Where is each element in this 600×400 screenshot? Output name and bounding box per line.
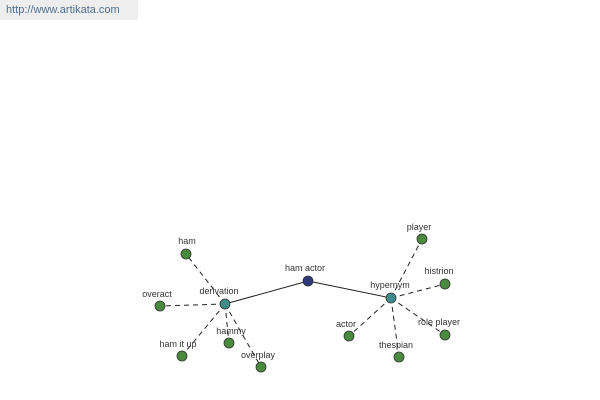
- node[interactable]: [255, 361, 267, 373]
- node-label[interactable]: ham it up: [159, 339, 196, 349]
- node[interactable]: [343, 330, 355, 342]
- edge: [307, 280, 392, 299]
- dashed-edge: [159, 303, 226, 307]
- node-label[interactable]: role player: [418, 317, 460, 327]
- node[interactable]: [439, 329, 451, 341]
- banner[interactable]: http://www.artikata.com: [0, 0, 138, 20]
- dashed-edge: [181, 303, 226, 357]
- node[interactable]: [180, 248, 192, 260]
- node-label[interactable]: player: [407, 222, 432, 232]
- node[interactable]: [219, 298, 231, 310]
- node-label[interactable]: histrion: [424, 266, 453, 276]
- node-label[interactable]: ham: [178, 236, 196, 246]
- dashed-edge: [185, 253, 226, 305]
- node[interactable]: [302, 275, 314, 287]
- dashed-edge: [224, 303, 230, 344]
- dashed-edge: [348, 297, 392, 337]
- node-label[interactable]: hammy: [216, 326, 246, 336]
- dashed-edge: [390, 283, 446, 299]
- node[interactable]: [416, 233, 428, 245]
- node[interactable]: [176, 350, 188, 362]
- node[interactable]: [385, 292, 397, 304]
- dashed-edge: [390, 297, 400, 358]
- node[interactable]: [154, 300, 166, 312]
- node-label[interactable]: thespian: [379, 340, 413, 350]
- site-url[interactable]: http://www.artikata.com: [6, 4, 120, 16]
- node-label[interactable]: hypernym: [370, 280, 410, 290]
- node[interactable]: [223, 337, 235, 349]
- node-label[interactable]: ham actor: [285, 263, 325, 273]
- node-label[interactable]: overact: [142, 289, 172, 299]
- dashed-edge: [224, 303, 262, 368]
- dashed-edge: [390, 238, 423, 299]
- edge: [224, 280, 309, 305]
- node-label[interactable]: actor: [336, 319, 356, 329]
- node-label[interactable]: derivation: [199, 286, 238, 296]
- dashed-edge: [390, 297, 446, 336]
- node[interactable]: [393, 351, 405, 363]
- node-label[interactable]: overplay: [241, 350, 276, 360]
- node[interactable]: [439, 278, 451, 290]
